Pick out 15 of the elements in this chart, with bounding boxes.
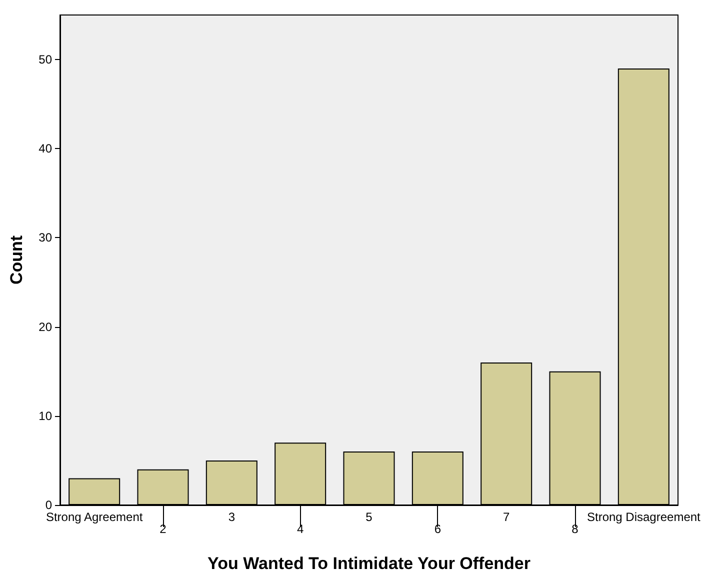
y-tick-label: 10 (38, 408, 52, 423)
x-tick-label: 3 (228, 510, 236, 524)
x-tick-label: 6 (434, 522, 442, 536)
y-tick-label: 20 (38, 320, 52, 334)
y-tick-label: 0 (45, 498, 52, 512)
x-axis-title: You Wanted To Intimidate Your Offender (208, 554, 531, 573)
x-tick-label: 8 (572, 522, 579, 536)
x-tick-label: 5 (366, 510, 373, 524)
x-tick-label: Strong Disagreement (586, 510, 702, 524)
y-axis-title: Count (7, 235, 26, 285)
y-tick-label: 30 (38, 230, 52, 245)
y-tick-label: 40 (38, 142, 52, 156)
x-tick-label: 7 (502, 510, 510, 524)
y-tick-label: 50 (38, 52, 52, 67)
x-tick-label: Strong Agreement (46, 510, 144, 524)
